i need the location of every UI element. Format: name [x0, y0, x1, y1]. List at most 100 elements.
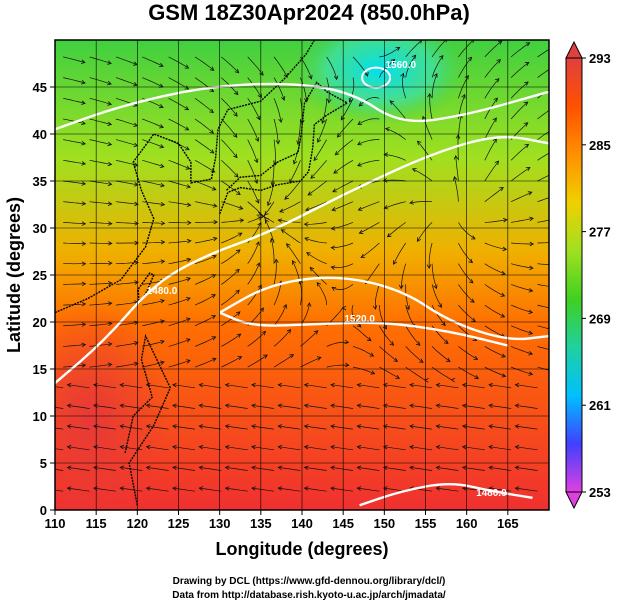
- streamline: [405, 346, 424, 363]
- streamline-arrow: [473, 355, 479, 360]
- y-tick-label: 10: [33, 409, 47, 424]
- streamline: [247, 180, 260, 204]
- streamline-arrow: [133, 162, 139, 167]
- streamline-arrow: [233, 90, 239, 96]
- streamline-arrow: [134, 260, 139, 265]
- streamline-arrow: [172, 486, 177, 491]
- streamline-arrow: [186, 202, 192, 207]
- streamline: [278, 446, 301, 451]
- streamline-arrow: [382, 444, 388, 450]
- colorbar-tick-label: 269: [589, 311, 611, 326]
- streamline: [304, 222, 327, 225]
- streamline-arrow: [334, 150, 340, 156]
- streamline: [93, 425, 116, 430]
- streamline: [142, 180, 165, 187]
- streamline-arrow: [251, 444, 256, 450]
- streamline: [172, 425, 196, 430]
- streamline: [458, 242, 473, 263]
- y-axis-ticks: 0 5 10 15 20 25 30 35 40 45: [33, 80, 55, 518]
- streamline-arrow: [332, 188, 337, 193]
- streamline: [146, 425, 169, 430]
- streamline: [384, 201, 406, 209]
- streamline-arrow: [66, 444, 72, 450]
- streamline: [389, 100, 406, 120]
- streamline-arrow: [253, 179, 259, 184]
- streamline-arrow: [411, 54, 417, 60]
- streamline: [63, 323, 86, 327]
- streamline: [270, 238, 275, 264]
- streamline: [357, 467, 380, 471]
- streamline-arrow: [107, 181, 113, 187]
- streamline: [221, 269, 240, 285]
- streamline: [63, 77, 86, 84]
- streamline: [221, 249, 241, 264]
- streamline: [484, 284, 505, 297]
- streamline: [281, 229, 301, 244]
- streamline-arrow: [427, 92, 432, 98]
- x-tick-label: 140: [291, 516, 313, 531]
- streamline-arrow: [81, 261, 87, 266]
- streamline: [393, 242, 406, 265]
- streamline: [330, 487, 354, 492]
- streamline-arrow: [209, 66, 215, 71]
- streamline: [510, 167, 531, 182]
- streamline: [278, 384, 301, 389]
- streamline: [405, 366, 426, 381]
- streamline: [278, 425, 301, 430]
- streamline-arrow: [172, 444, 177, 450]
- streamline-arrow: [304, 237, 309, 242]
- streamline-arrow: [366, 337, 372, 342]
- streamline: [142, 139, 164, 148]
- streamline: [458, 57, 472, 78]
- streamline: [357, 487, 380, 492]
- streamline-arrow: [468, 258, 474, 264]
- streamline-arrow: [330, 245, 336, 250]
- streamline: [63, 159, 86, 165]
- y-tick-label: 40: [33, 127, 47, 142]
- streamline: [331, 201, 354, 211]
- streamline: [172, 404, 196, 409]
- contour-line: [219, 276, 549, 341]
- streamline-arrow: [321, 119, 326, 124]
- streamline: [409, 404, 433, 409]
- streamline: [63, 222, 86, 225]
- contour-line: [55, 82, 549, 131]
- streamline-arrow: [556, 217, 560, 221]
- streamline-arrow: [455, 134, 461, 139]
- streamline: [273, 259, 277, 285]
- streamline-arrow: [41, 425, 45, 429]
- streamline-arrow: [556, 240, 560, 244]
- streamline: [511, 242, 534, 245]
- streamline-arrow: [209, 108, 214, 114]
- streamline: [115, 180, 138, 186]
- streamline-arrow: [500, 313, 506, 318]
- streamline-arrow: [304, 97, 309, 103]
- x-tick-label: 115: [86, 516, 107, 531]
- streamline: [510, 304, 533, 313]
- streamline-arrow: [211, 357, 217, 362]
- streamline: [199, 404, 222, 409]
- streamline: [247, 354, 268, 368]
- streamline-arrow: [66, 424, 72, 429]
- streamline: [537, 174, 549, 182]
- streamline-arrow: [184, 126, 190, 131]
- streamline-arrow: [470, 40, 475, 44]
- streamline: [273, 329, 291, 347]
- streamline: [115, 301, 139, 306]
- streamline: [484, 219, 507, 223]
- streamline-arrow: [66, 382, 72, 388]
- streamline-arrow: [238, 205, 244, 210]
- streamline: [115, 118, 138, 127]
- streamline: [405, 305, 416, 329]
- streamline: [349, 77, 355, 103]
- streamline-arrow: [277, 382, 283, 388]
- streamline-arrow: [494, 160, 500, 166]
- streamline: [412, 168, 433, 182]
- streamline-arrow: [409, 424, 414, 429]
- streamline: [484, 138, 497, 161]
- streamline: [168, 258, 191, 265]
- streamline-arrow: [107, 80, 112, 86]
- streamline: [251, 487, 275, 492]
- streamline-arrow: [313, 156, 318, 162]
- streamline-arrow: [41, 445, 45, 449]
